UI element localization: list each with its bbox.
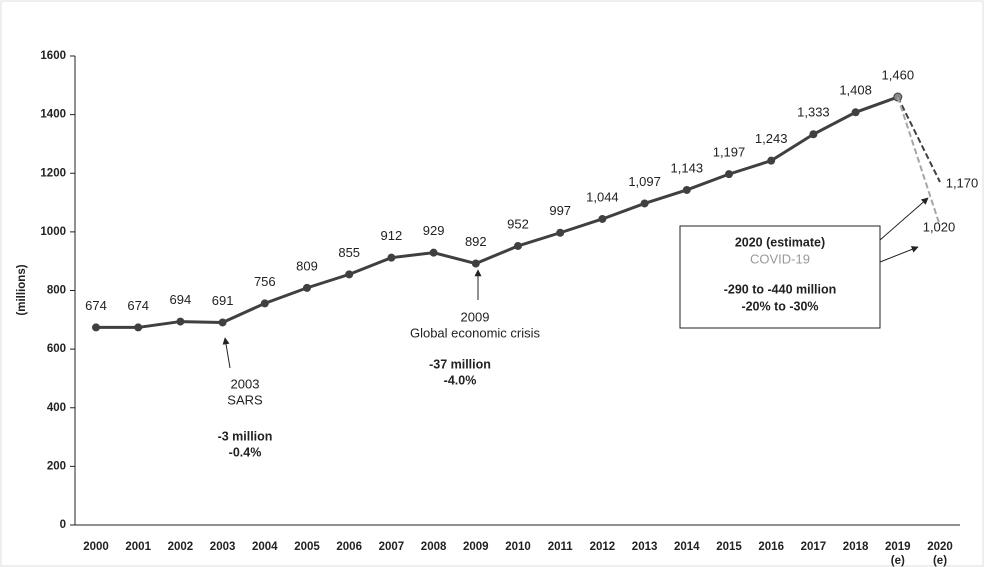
- annotation: 2009: [461, 309, 490, 324]
- x-tick-label: 2001: [125, 541, 151, 553]
- value-label: 756: [254, 274, 276, 289]
- point: [471, 259, 480, 268]
- point: [134, 323, 143, 332]
- y-tick-label: 600: [47, 343, 66, 355]
- x-tick-label: 2019: [885, 541, 911, 553]
- point: [92, 323, 100, 332]
- value-label: 912: [381, 228, 403, 243]
- series-line: [96, 95, 899, 329]
- arrow: [879, 197, 929, 241]
- y-tick-label: 1400: [40, 109, 66, 121]
- value-label: 1,170: [946, 175, 979, 190]
- point: [556, 228, 565, 237]
- annotation: Global economic crisis: [410, 325, 541, 340]
- point: [640, 199, 649, 208]
- annotation: COVID-19: [750, 251, 810, 266]
- x-tick-label: 2012: [590, 541, 616, 553]
- y-tick-label: 1200: [40, 167, 66, 179]
- y-tick-label: 800: [47, 285, 66, 297]
- point: [682, 185, 691, 194]
- x-tick-label: 2014: [674, 541, 700, 553]
- value-label: 1,020: [923, 219, 956, 234]
- value-label: 929: [423, 223, 445, 238]
- y-tick-label: 1000: [40, 226, 66, 238]
- x-tick-label: 2011: [548, 541, 574, 553]
- value-label: 1,243: [755, 131, 788, 146]
- x-tick-label: 2020: [927, 541, 953, 553]
- value-label: 691: [212, 293, 234, 308]
- x-tick-label: 2004: [252, 541, 278, 553]
- series-line: [896, 96, 941, 227]
- point: [345, 270, 354, 279]
- value-label: 1,097: [628, 174, 661, 189]
- x-tick-label: 2007: [379, 541, 405, 553]
- x-tick-label: 2002: [168, 541, 194, 553]
- value-label: 809: [296, 258, 318, 273]
- value-label: 997: [549, 203, 571, 218]
- point: [218, 318, 227, 327]
- y-tick-label: 400: [47, 402, 66, 414]
- point: [429, 248, 438, 257]
- annotation-box: [679, 225, 881, 329]
- annotation: -4.0%: [444, 373, 477, 387]
- x-tick-label: 2009: [463, 541, 489, 553]
- point: [598, 214, 607, 223]
- value-label: 674: [85, 298, 107, 313]
- point: [176, 317, 185, 326]
- value-label: 1,408: [839, 83, 872, 98]
- value-label: 952: [507, 216, 529, 231]
- x-tick-label: 2003: [210, 541, 236, 553]
- value-label: 855: [338, 245, 360, 260]
- value-label: 1,333: [797, 105, 830, 120]
- x-tick-note: (e): [891, 555, 905, 567]
- x-tick-label: 2017: [801, 541, 827, 553]
- point: [809, 130, 818, 139]
- x-tick-label: 2005: [294, 541, 320, 553]
- value-label: 1,197: [713, 145, 746, 160]
- value-label: 892: [465, 234, 487, 249]
- point: [303, 283, 311, 292]
- x-tick-label: 2006: [336, 541, 362, 553]
- annotation: -37 million: [429, 357, 491, 371]
- point: [260, 299, 269, 308]
- y-axis-label: (millions): [16, 264, 28, 315]
- point: [767, 156, 776, 165]
- point: [514, 241, 522, 250]
- x-tick-label: 2013: [632, 541, 658, 553]
- arrow: [879, 246, 919, 263]
- annotation: -3 million: [218, 429, 273, 443]
- x-tick-label: 2010: [505, 541, 531, 553]
- x-tick-note: (e): [933, 555, 947, 567]
- x-tick-label: 2018: [843, 541, 869, 553]
- value-label: 674: [127, 298, 149, 313]
- annotation: -290 to -440 million: [724, 282, 837, 296]
- y-tick-label: 200: [47, 460, 66, 472]
- point: [725, 170, 733, 179]
- arrow: [222, 337, 231, 369]
- x-tick-label: 2000: [83, 541, 109, 553]
- y-tick-label: 0: [60, 519, 66, 531]
- value-label: 1,044: [586, 189, 619, 204]
- annotation: 2003: [231, 376, 260, 391]
- x-tick-label: 2016: [758, 541, 784, 553]
- y-tick-label: 1600: [40, 50, 66, 62]
- series-line: [896, 96, 941, 183]
- annotation: -0.4%: [229, 445, 262, 459]
- value-label: 1,143: [671, 160, 704, 175]
- annotation: -20% to -30%: [741, 299, 818, 313]
- annotation: SARS: [227, 392, 263, 407]
- value-label: 694: [170, 292, 192, 307]
- x-tick-label: 2015: [716, 541, 742, 553]
- value-label: 1,460: [882, 67, 915, 82]
- point: [851, 108, 860, 117]
- point: [387, 253, 396, 262]
- annotation: 2020 (estimate): [735, 235, 825, 249]
- x-tick-label: 2008: [421, 541, 447, 553]
